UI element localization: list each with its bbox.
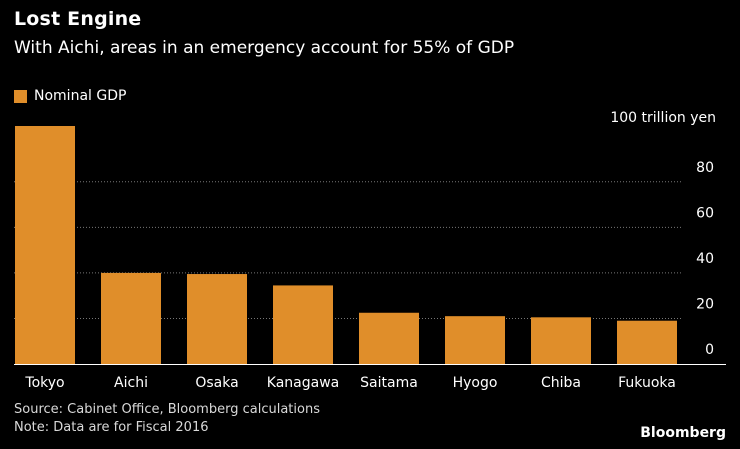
bloomberg-logo: Bloomberg [640, 425, 726, 441]
data-note: Note: Data are for Fiscal 2016 [14, 420, 209, 435]
bar-chiba [531, 317, 591, 364]
bar-aichi [101, 272, 161, 364]
bar-kanagawa [273, 285, 333, 364]
y-axis-unit-label: 100 trillion yen [610, 110, 716, 126]
x-tick-label-tokyo: Tokyo [24, 375, 64, 391]
x-tick-label-fukuoka: Fukuoka [618, 375, 676, 391]
bar-fukuoka [617, 320, 677, 364]
x-tick-label-aichi: Aichi [114, 375, 148, 391]
bar-osaka [187, 274, 247, 364]
source-note: Source: Cabinet Office, Bloomberg calcul… [14, 402, 320, 417]
category-layer: Tokyo Aichi Osaka Kanagawa Saitama Hyogo Chiba… [24, 375, 675, 391]
bar-layer [15, 126, 677, 364]
bar-hyogo [445, 316, 505, 364]
x-tick-label-saitama: Saitama [360, 375, 418, 391]
x-tick-label-osaka: Osaka [195, 375, 238, 391]
x-tick-label-kanagawa: Kanagawa [267, 375, 339, 391]
tick-layer: 0 20 40 60 80 [696, 160, 714, 358]
y-tick-label: 0 [705, 342, 714, 358]
chart-title: Lost Engine [14, 8, 142, 30]
y-tick-label: 80 [696, 160, 714, 176]
y-tick-label: 20 [696, 296, 714, 312]
x-tick-label-hyogo: Hyogo [453, 375, 498, 391]
legend: Nominal GDP [14, 88, 126, 104]
x-tick-label-chiba: Chiba [541, 375, 581, 391]
y-tick-label: 40 [696, 251, 714, 267]
chart-subtitle: With Aichi, areas in an emergency accoun… [14, 38, 515, 58]
legend-label: Nominal GDP [34, 88, 127, 104]
bar-saitama [359, 312, 419, 364]
legend-swatch [14, 89, 27, 103]
bar-tokyo [15, 126, 75, 364]
y-tick-label: 60 [696, 205, 714, 221]
